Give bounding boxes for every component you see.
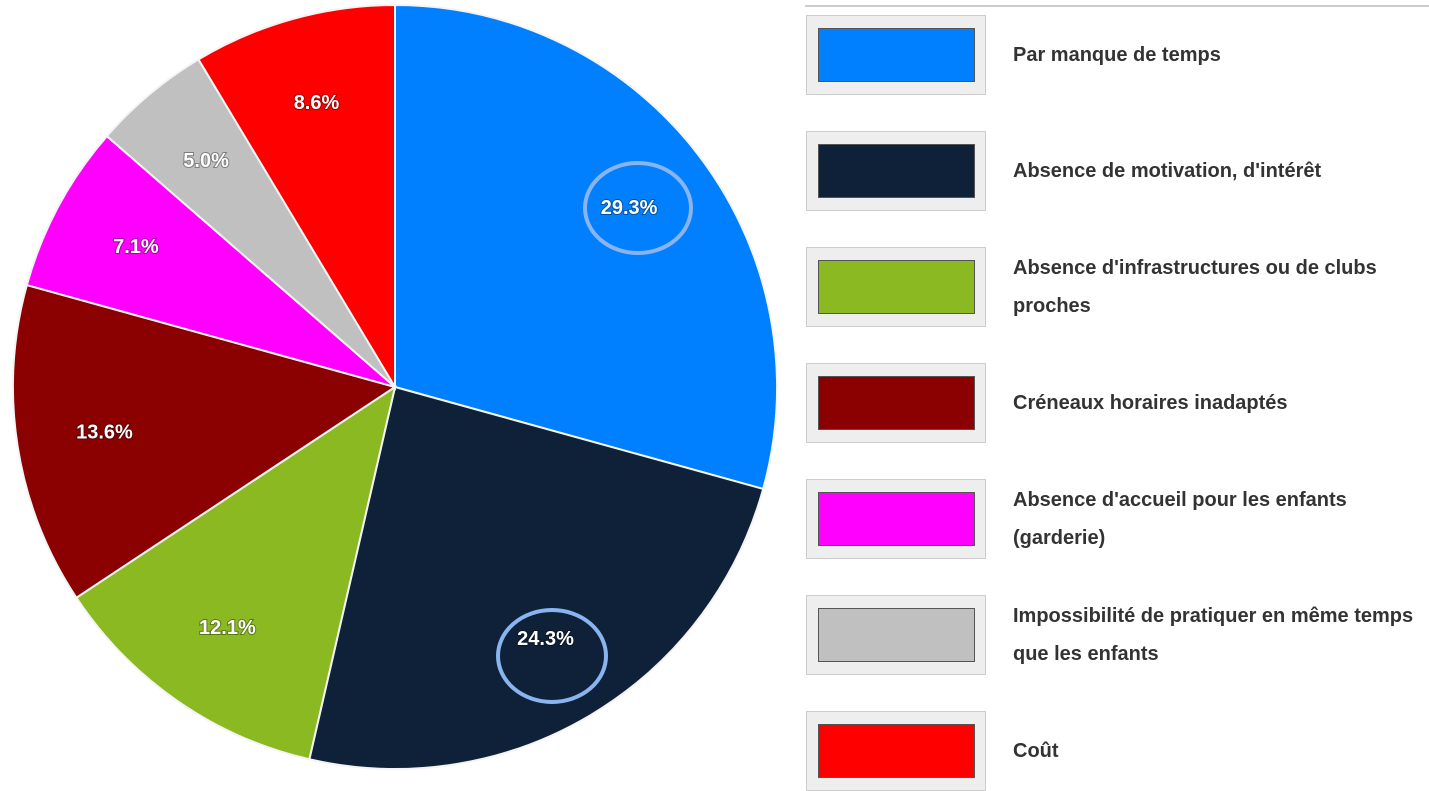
data-label: 5.0% bbox=[183, 150, 229, 172]
pie-slice bbox=[308, 385, 765, 770]
legend-item: Absence d'infrastructures ou de clubs pr… bbox=[805, 247, 1429, 327]
legend-swatch bbox=[818, 28, 975, 82]
legend-item: Absence d'accueil pour les enfants (gard… bbox=[805, 479, 1429, 559]
pie-chart: 29.3% 24.3% 12.1% 13.6% 7.1% 5.0% 8.6% bbox=[12, 3, 778, 770]
legend-swatch-frame bbox=[806, 711, 986, 791]
pie-slice bbox=[25, 134, 396, 388]
legend-swatch bbox=[818, 492, 975, 546]
data-label: 8.6% bbox=[294, 92, 340, 114]
legend-swatch bbox=[818, 260, 975, 314]
pie-slice bbox=[197, 3, 396, 391]
legend-swatch-frame bbox=[806, 363, 986, 443]
legend-swatch-frame bbox=[806, 247, 986, 327]
slices bbox=[12, 3, 778, 770]
legend-item: Créneaux horaires inadaptés bbox=[805, 363, 1429, 443]
legend-swatch bbox=[818, 608, 975, 662]
legend-item: Absence de motivation, d'intérêt bbox=[805, 131, 1429, 211]
legend-item: Coût bbox=[805, 711, 1429, 791]
legend-label: Absence de motivation, d'intérêt bbox=[1013, 160, 1322, 182]
legend: Par manque de temps Absence de motivation… bbox=[805, 5, 1429, 791]
legend-swatch bbox=[818, 376, 975, 430]
pie-slice bbox=[74, 384, 397, 761]
labels: 29.3% 24.3% 12.1% 13.6% 7.1% 5.0% 8.6% bbox=[75, 91, 659, 651]
legend-item: Impossibilité de pratiquer en même temps… bbox=[805, 595, 1429, 675]
legend-swatch-frame bbox=[806, 131, 986, 211]
highlight-circle bbox=[496, 608, 608, 704]
legend-label: Par manque de temps bbox=[1013, 44, 1221, 66]
legend-swatch-frame bbox=[806, 479, 986, 559]
legend-swatch bbox=[818, 724, 975, 778]
legend-label: Absence d'infrastructures ou de clubs pr… bbox=[1013, 257, 1377, 317]
legend-label: Impossibilité de pratiquer en même temps… bbox=[1013, 605, 1414, 665]
legend-item: Par manque de temps bbox=[805, 15, 1429, 95]
legend-swatch-frame bbox=[806, 595, 986, 675]
pie-slice bbox=[12, 283, 398, 600]
data-label: 7.1% bbox=[113, 236, 159, 258]
legend-label: Créneaux horaires inadaptés bbox=[1013, 392, 1288, 414]
pie-slice bbox=[394, 3, 778, 491]
legend-swatch-frame bbox=[806, 15, 986, 95]
data-label: 29.3% bbox=[601, 197, 658, 219]
data-label: 13.6% bbox=[76, 421, 133, 443]
legend-label: Absence d'accueil pour les enfants (gard… bbox=[1013, 489, 1347, 549]
legend-label: Coût bbox=[1013, 740, 1059, 762]
highlight-circle bbox=[583, 161, 693, 255]
data-label: 12.1% bbox=[199, 617, 256, 639]
data-label: 24.3% bbox=[517, 628, 574, 650]
legend-swatch bbox=[818, 144, 975, 198]
